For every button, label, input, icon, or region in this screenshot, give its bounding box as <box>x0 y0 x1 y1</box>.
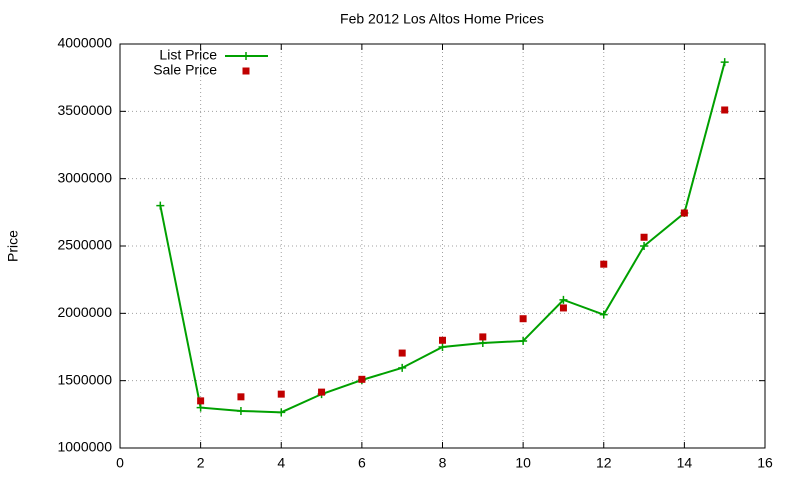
point <box>438 343 447 351</box>
x-tick-label: 16 <box>757 455 773 471</box>
y-tick-label: 3500000 <box>57 102 112 118</box>
y-tick-label: 4000000 <box>57 35 112 51</box>
point <box>277 408 286 417</box>
point <box>277 390 285 398</box>
legend-label: Sale Price <box>153 62 217 78</box>
point <box>640 242 649 250</box>
point <box>398 363 407 372</box>
y-tick-label: 1500000 <box>57 371 112 387</box>
y-axis-label: Price <box>5 230 21 262</box>
x-tick-label: 10 <box>515 455 531 471</box>
plot-frame <box>119 43 766 449</box>
y-tick-label: 2000000 <box>57 304 112 320</box>
x-tick-label: 12 <box>596 455 612 471</box>
x-tick-label: 0 <box>116 455 124 471</box>
series-line <box>159 61 726 414</box>
point <box>680 209 688 217</box>
legend-label: List Price <box>159 47 217 63</box>
point <box>237 393 245 401</box>
legend-marker <box>242 67 250 75</box>
point <box>439 336 446 344</box>
point <box>640 233 648 241</box>
point <box>358 375 366 383</box>
point <box>559 304 567 312</box>
y-tick-label: 1000000 <box>57 439 112 455</box>
point <box>398 349 406 357</box>
y-tick-label: 3000000 <box>57 169 112 185</box>
legend-marker <box>242 52 250 60</box>
point <box>479 333 487 341</box>
point <box>721 106 729 114</box>
y-tick-label: 2500000 <box>57 237 112 253</box>
point <box>599 310 608 319</box>
point <box>559 295 568 304</box>
point <box>519 315 527 323</box>
point <box>196 403 205 412</box>
point <box>720 58 729 67</box>
point <box>156 201 165 210</box>
x-tick-label: 4 <box>277 455 285 471</box>
point <box>197 397 205 405</box>
point <box>318 388 326 396</box>
x-tick-label: 14 <box>677 455 693 471</box>
point <box>236 406 245 415</box>
chart-title: Feb 2012 Los Altos Home Prices <box>340 11 544 27</box>
x-tick-label: 8 <box>439 455 447 471</box>
point <box>600 260 608 268</box>
point <box>519 336 528 345</box>
x-tick-label: 2 <box>197 455 205 471</box>
x-tick-label: 6 <box>358 455 366 471</box>
